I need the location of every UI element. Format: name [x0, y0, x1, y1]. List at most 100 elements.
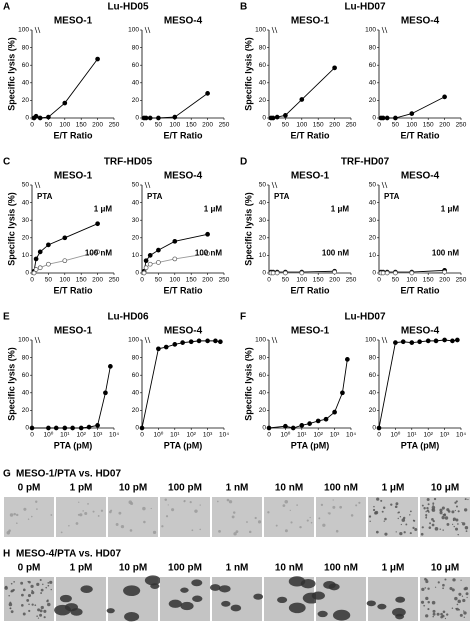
cell-cluster	[310, 521, 313, 524]
x-tick-label: 0	[377, 122, 381, 129]
cell-cluster	[191, 529, 194, 532]
cell-cluster	[452, 519, 455, 522]
data-point	[450, 338, 455, 344]
micrograph	[56, 497, 106, 537]
x-tick-label: 0	[30, 122, 34, 129]
y-tick-label: 60	[22, 372, 30, 379]
x-tick-label: 100	[296, 122, 307, 129]
cell-cluster	[309, 516, 311, 519]
data-point	[143, 258, 149, 264]
cell-cluster	[465, 592, 469, 596]
x-tick-label: 250	[456, 122, 467, 129]
cell-cluster	[230, 604, 242, 612]
cell-cluster	[426, 506, 429, 510]
annotation: PTA	[384, 192, 400, 201]
cell-cluster	[47, 582, 50, 584]
micrograph	[160, 577, 210, 621]
cell-cluster	[87, 503, 89, 505]
cell-cluster	[427, 511, 430, 513]
cell-cluster	[405, 523, 408, 526]
cell-cluster	[444, 516, 449, 520]
cell-cluster	[36, 615, 38, 617]
cell-cluster	[144, 575, 161, 586]
condition-label: 1 nM	[226, 483, 249, 494]
x-axis-label: E/T Ratio	[53, 130, 93, 140]
cell-cluster	[457, 510, 460, 513]
x-tick-label: 100	[169, 277, 180, 284]
cell-cluster	[70, 608, 83, 616]
panel-letter: C	[3, 157, 10, 168]
cell-cluster	[49, 580, 53, 584]
chart-title: MESO-1	[54, 326, 93, 337]
micrograph	[4, 497, 54, 537]
cell-cluster	[384, 532, 388, 536]
panel-title: Lu-HD07	[344, 312, 386, 323]
cell-cluster	[395, 531, 397, 533]
cell-cluster	[9, 513, 14, 517]
cell-cluster	[142, 506, 146, 511]
y-tick-label: 60	[259, 372, 267, 379]
cell-cluster	[426, 497, 430, 501]
x-tick-label: 250	[219, 122, 230, 129]
cell-cluster	[282, 504, 286, 508]
y-tick-label: 50	[369, 182, 377, 189]
cell-cluster	[455, 607, 458, 610]
data-point	[31, 270, 37, 276]
x-axis-label: PTA (pM)	[164, 440, 203, 450]
cell-cluster	[390, 503, 393, 506]
cell-cluster	[123, 585, 141, 597]
cell-cluster	[400, 523, 402, 526]
x-tick-label: 200	[329, 122, 340, 129]
condition-label: 10 nM	[275, 563, 303, 574]
condition-label: 100 nM	[324, 483, 358, 494]
data-point	[205, 338, 210, 344]
data-point	[62, 258, 68, 264]
cell-cluster	[42, 583, 44, 586]
data-point	[393, 340, 398, 345]
x-tick-label: 0	[377, 277, 381, 284]
cell-cluster	[462, 598, 466, 603]
cell-cluster	[216, 500, 219, 503]
cell-cluster	[432, 502, 435, 505]
x-tick-label: 50	[45, 122, 53, 129]
x-tick-label: 10³	[93, 432, 103, 439]
cell-cluster	[421, 526, 424, 529]
data-point	[376, 425, 382, 431]
data-point	[95, 221, 100, 227]
y-tick-label: 40	[132, 390, 140, 397]
x-tick-label: 100	[59, 122, 70, 129]
data-point	[95, 56, 100, 62]
cell-cluster	[209, 584, 221, 591]
cell-cluster	[6, 531, 11, 535]
cell-cluster	[425, 614, 429, 618]
cell-cluster	[191, 579, 203, 587]
cell-cluster	[16, 522, 18, 524]
data-point	[143, 115, 149, 121]
y-tick-label: 30	[369, 217, 377, 224]
y-tick-label: 10	[132, 252, 140, 259]
cell-cluster	[332, 499, 334, 501]
x-tick-label: 50	[155, 122, 163, 129]
cell-cluster	[183, 500, 186, 503]
data-point	[299, 97, 305, 102]
data-point	[455, 337, 460, 343]
cell-cluster	[221, 600, 231, 607]
cell-cluster	[380, 499, 383, 502]
cell-cluster	[439, 508, 443, 512]
x-tick-label: 150	[423, 277, 434, 284]
cell-cluster	[374, 510, 379, 515]
y-tick-label: 80	[22, 354, 30, 361]
x-tick-label: 250	[346, 277, 357, 284]
data-point	[108, 364, 113, 369]
cell-cluster	[231, 515, 235, 519]
cell-cluster	[381, 510, 384, 513]
cell-cluster	[339, 505, 342, 509]
cell-cluster	[394, 505, 398, 509]
cell-cluster	[442, 513, 445, 516]
data-point	[172, 238, 178, 244]
x-tick-label: 0	[140, 432, 144, 439]
series-label: 100 nM	[195, 249, 222, 258]
y-tick-label: 40	[369, 199, 377, 206]
axis-break	[271, 26, 278, 34]
